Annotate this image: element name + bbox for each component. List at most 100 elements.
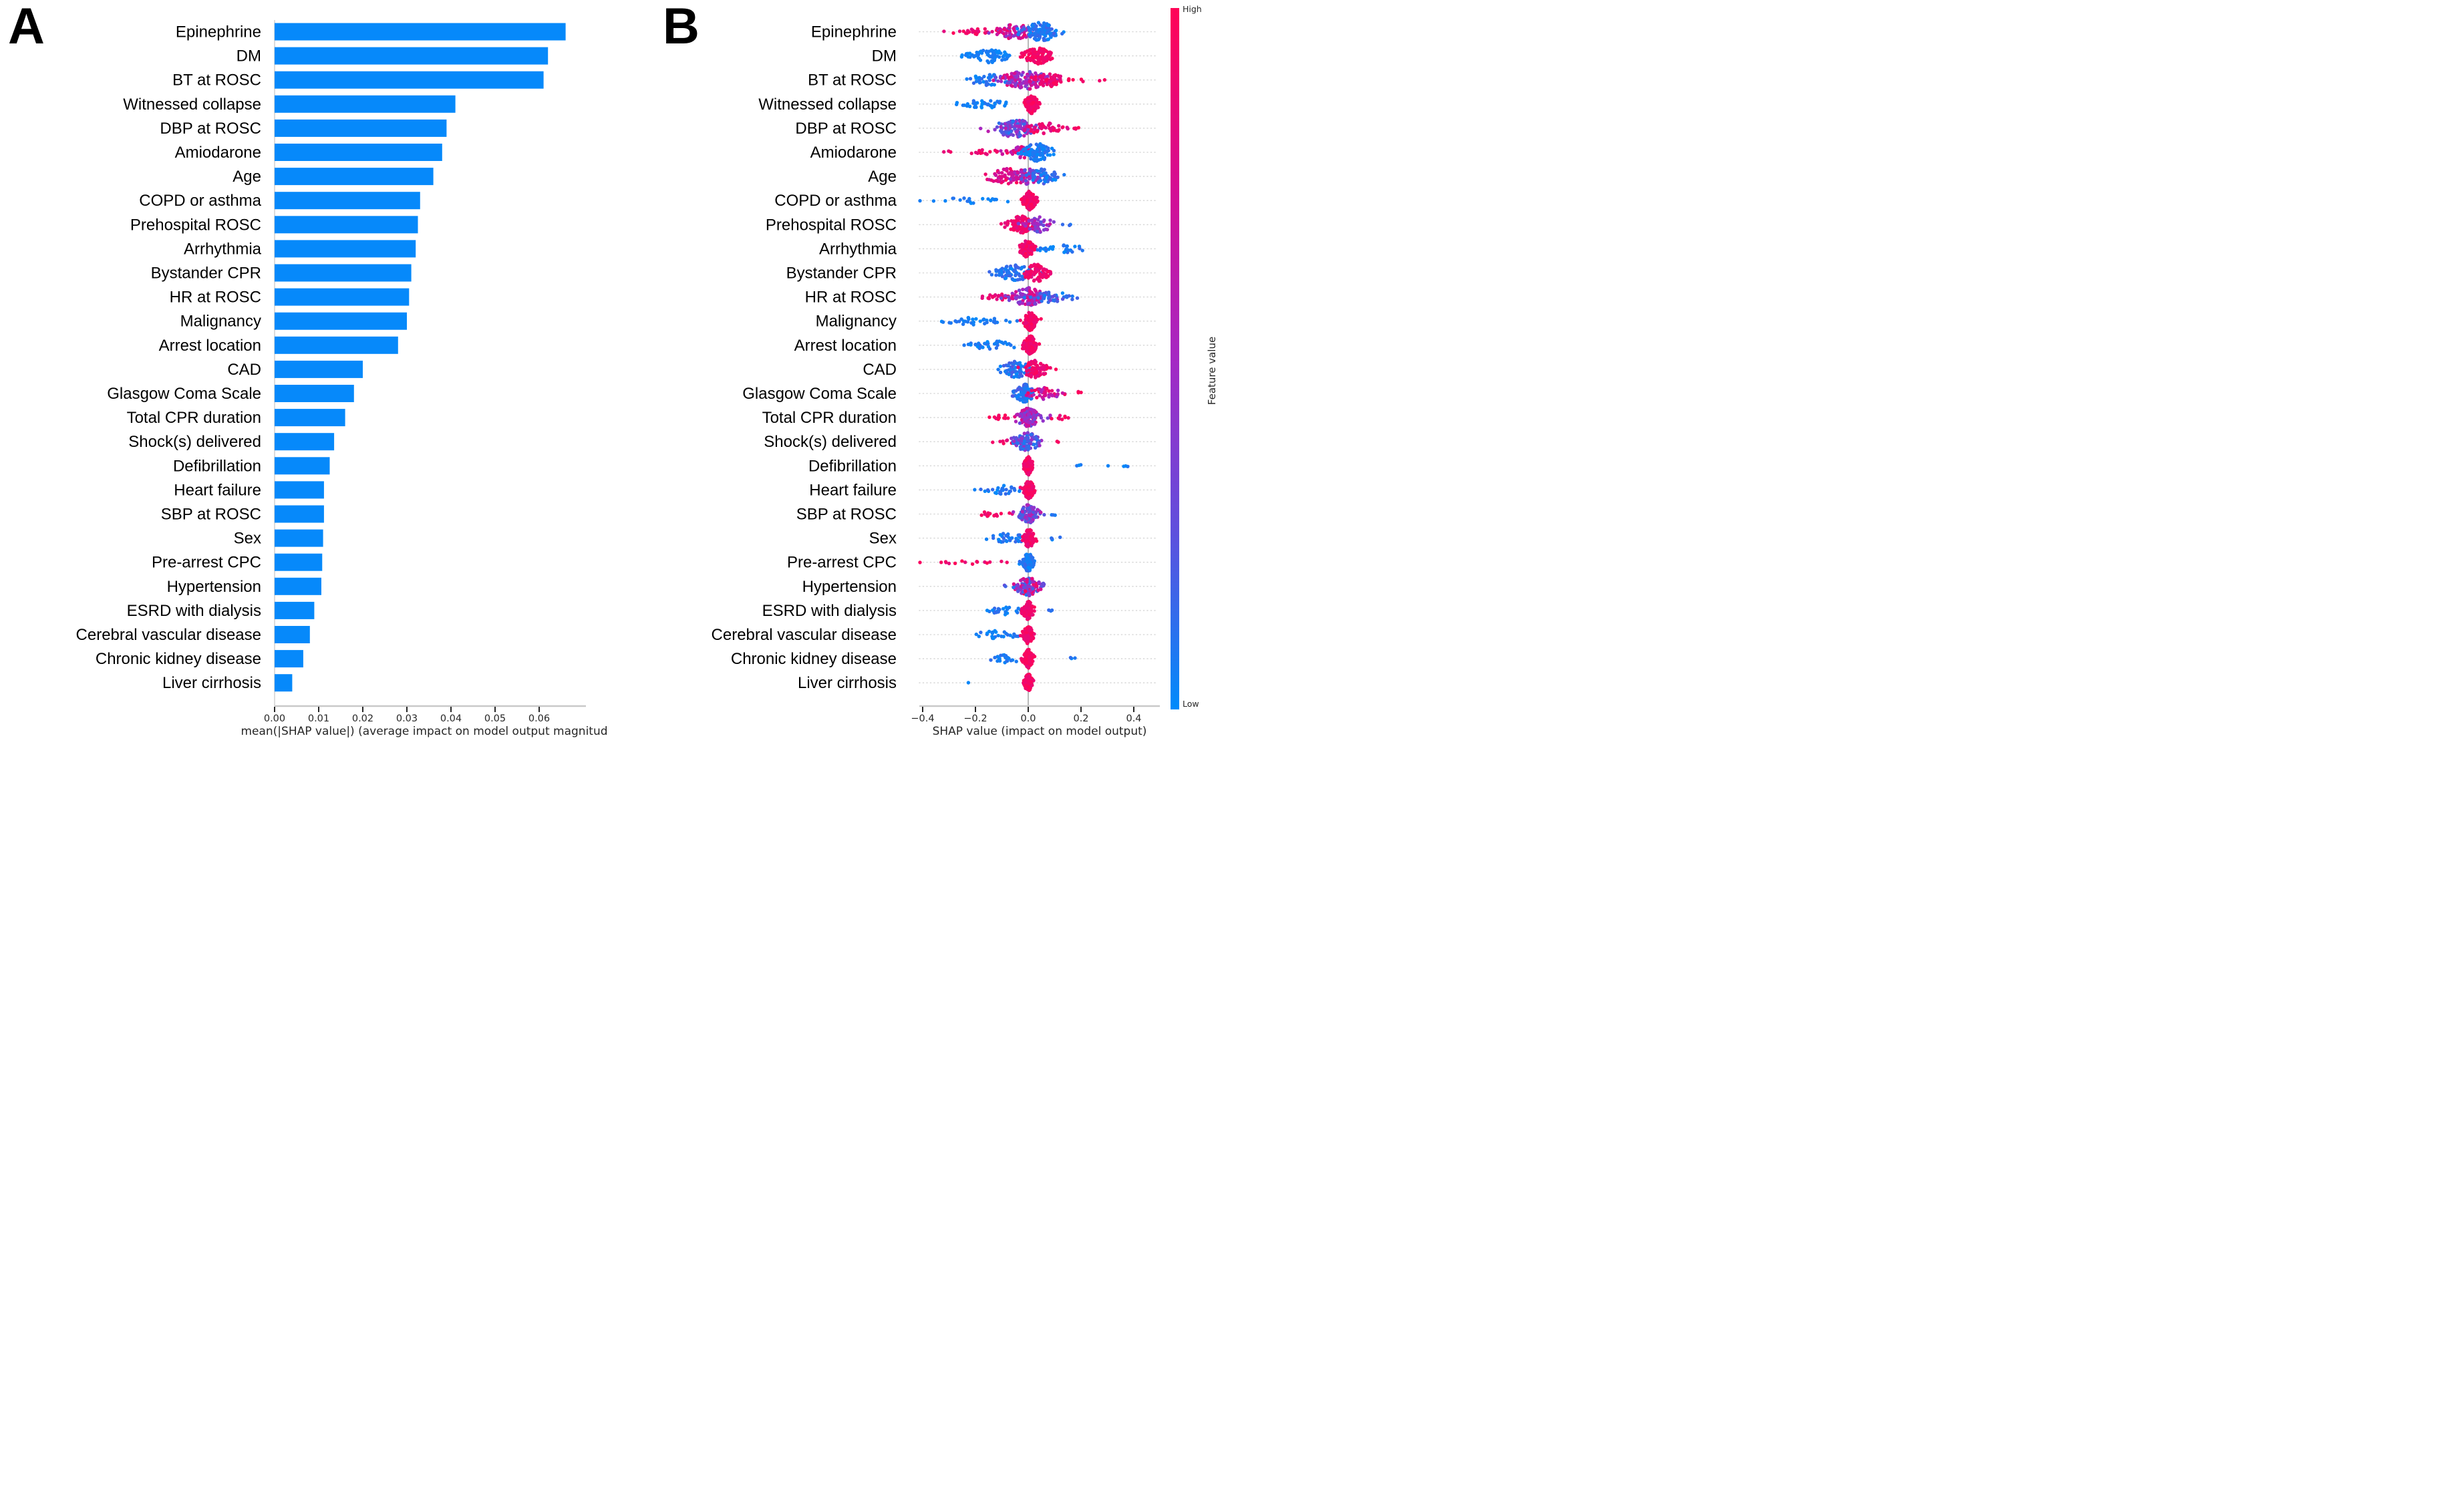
shap-dot	[1030, 322, 1034, 326]
shap-dot	[1025, 665, 1029, 669]
shap-dot	[1002, 442, 1006, 446]
feature-label: Age	[868, 168, 897, 186]
shap-dot	[997, 121, 1002, 126]
shap-dot	[1011, 370, 1015, 374]
shap-dot	[1076, 391, 1080, 395]
shap-dot	[1026, 528, 1030, 532]
shap-dot	[1008, 167, 1012, 171]
shap-dot	[1019, 170, 1023, 174]
shap-dot	[1028, 69, 1032, 74]
beeswarm-row	[987, 406, 1070, 428]
shap-dot	[1037, 387, 1042, 391]
shap-dot	[957, 29, 962, 33]
shap-dot	[991, 636, 995, 641]
shap-dot	[978, 58, 983, 62]
shap-dot	[987, 270, 991, 274]
beeswarm-row	[991, 431, 1060, 452]
shap-dot	[1026, 674, 1031, 679]
shap-dot	[1029, 537, 1034, 541]
shap-dot	[1020, 73, 1024, 77]
shap-dot	[1040, 57, 1044, 61]
shap-dot	[1003, 104, 1007, 108]
shap-dot	[1023, 147, 1028, 151]
shap-dot	[1008, 489, 1013, 493]
shap-dot	[1042, 60, 1046, 64]
shap-dot	[1006, 221, 1010, 226]
feature-label: Pre-arrest CPC	[787, 554, 897, 572]
shap-dot	[976, 53, 981, 57]
shap-dot	[1006, 416, 1010, 420]
panel-b-letter: B	[663, 0, 700, 55]
shap-dot	[1036, 85, 1040, 89]
shap-dot	[992, 317, 997, 321]
shap-dot	[968, 342, 972, 347]
panel-a-letter: A	[8, 0, 45, 55]
shap-dot	[965, 29, 970, 33]
feature-label: BT at ROSC	[808, 71, 897, 90]
shap-dot	[1032, 127, 1036, 132]
shap-dot	[1036, 21, 1041, 25]
shap-dot	[1037, 441, 1041, 445]
bar	[275, 553, 323, 571]
shap-dot	[1008, 35, 1013, 39]
shap-dot	[1003, 655, 1008, 659]
shap-dot	[1035, 395, 1039, 399]
shap-dot	[1048, 218, 1052, 222]
shap-dot	[1027, 492, 1031, 496]
feature-label: Sex	[869, 530, 897, 548]
shap-dot	[1032, 296, 1036, 301]
bar	[275, 650, 303, 668]
shap-dot	[1011, 172, 1015, 176]
shap-dot	[974, 632, 979, 637]
shap-dot	[1006, 363, 1010, 368]
shap-dot	[1027, 311, 1031, 315]
feature-label: Heart failure	[174, 481, 261, 499]
shap-dot	[1036, 37, 1041, 41]
shap-dot	[962, 196, 966, 200]
shap-dot	[1023, 228, 1027, 232]
shap-dot	[1019, 363, 1024, 368]
shap-dot	[1005, 57, 1009, 61]
shap-dot	[958, 198, 962, 202]
shap-dot	[1008, 274, 1012, 278]
shap-dot	[1024, 436, 1028, 440]
shap-dot	[1058, 413, 1062, 418]
shap-dot	[1006, 75, 1010, 79]
bar	[275, 95, 456, 113]
shap-dot	[1073, 244, 1077, 248]
shap-dot	[1023, 128, 1027, 132]
beeswarm-row	[942, 142, 1056, 163]
shap-dot	[1018, 155, 1022, 159]
shap-dot	[1014, 271, 1019, 275]
shap-dot	[1036, 101, 1040, 105]
shap-dot	[1014, 31, 1018, 35]
shap-dot	[1026, 431, 1030, 435]
shap-dot	[1042, 171, 1046, 175]
shap-dot	[985, 631, 989, 635]
shap-dot	[987, 347, 992, 351]
shap-dot	[999, 149, 1003, 153]
shap-dot	[1029, 295, 1033, 299]
shap-dot	[1031, 587, 1035, 591]
shap-dot	[1042, 72, 1046, 77]
shap-dot	[1038, 370, 1042, 375]
shap-dot	[998, 440, 1002, 444]
shap-dot	[1016, 278, 1020, 282]
shap-dot	[1036, 180, 1041, 184]
beeswarm-row	[979, 118, 1081, 139]
shap-dot	[1047, 389, 1051, 393]
shap-dot	[998, 29, 1002, 33]
shap-dot	[973, 342, 977, 347]
shap-dot	[987, 73, 992, 77]
shap-dot	[1020, 28, 1024, 33]
shap-dot	[985, 340, 989, 344]
shap-dot	[1007, 120, 1011, 124]
shap-dot	[1026, 542, 1030, 546]
shap-dot	[1048, 79, 1052, 84]
shap-dot	[974, 317, 978, 321]
shap-dot	[1006, 295, 1011, 299]
shap-dot	[993, 102, 997, 106]
shap-dot	[1046, 180, 1050, 184]
shap-dot	[971, 320, 976, 325]
shap-dot	[1074, 126, 1078, 130]
